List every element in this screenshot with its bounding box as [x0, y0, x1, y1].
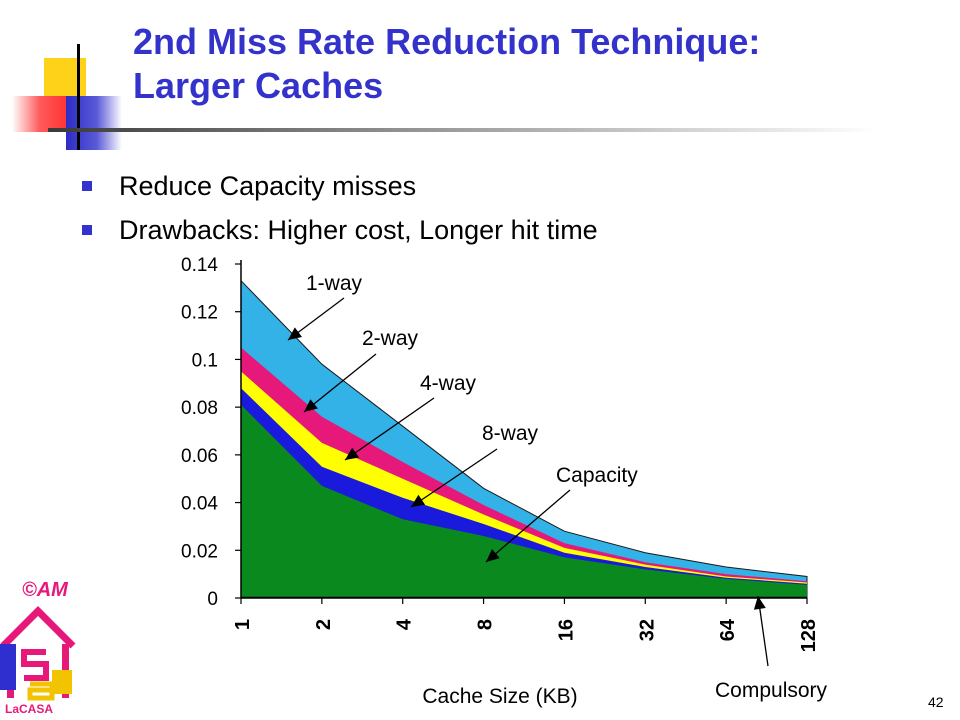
arrow-icon [288, 327, 302, 340]
title-underline [48, 128, 878, 132]
red-square [12, 96, 74, 132]
arrow-icon [345, 447, 360, 460]
y-tick-label: 0.12 [181, 303, 218, 324]
arrow-icon [304, 399, 318, 412]
leader-line-capacity [485, 489, 571, 563]
series-label-1-way: 1-way [306, 272, 363, 295]
y-tick-label: 0.02 [181, 541, 218, 562]
series-label-4-way: 4-way [420, 372, 477, 395]
x-tick-label: 4 [394, 618, 416, 630]
title-line-2: Larger Caches [133, 65, 384, 106]
chart-axes [235, 260, 808, 604]
x-tick-labels: 1 2 4 8 16 32 64 128 [232, 618, 820, 652]
page-number: 42 [928, 694, 944, 710]
x-tick-label: 32 [636, 619, 658, 641]
blue-square [66, 96, 122, 150]
x-axis-label: Cache Size (KB) [422, 685, 577, 708]
logo-roof [0, 606, 76, 649]
bullet-text: Drawbacks: Higher cost, Longer hit time [119, 215, 598, 245]
x-tick-label: 8 [475, 619, 497, 630]
leader-line-4-way [344, 397, 435, 461]
square-bullet-icon [82, 181, 92, 191]
series-label-compulsory: Compulsory [715, 679, 828, 702]
lacasa-logo-text: LaCASA [5, 702, 54, 716]
arrow-icon [486, 549, 500, 562]
x-tick-label: 64 [717, 618, 739, 641]
copyright-mark: ©AM [22, 579, 68, 601]
x-tick-label: 2 [313, 619, 335, 630]
lacasa-logo [0, 606, 76, 701]
series-label-8-way: 8-way [482, 422, 539, 445]
arrow-icon [411, 494, 426, 507]
vertical-rule [77, 44, 80, 150]
series-label-capacity: Capacity [556, 464, 638, 487]
y-tick-labels: 0 0.02 0.04 0.06 0.08 0.1 0.12 0.14 [181, 255, 218, 610]
title-decoration [0, 0, 130, 160]
page-title: 2nd Miss Rate Reduction Technique: Large… [133, 20, 933, 108]
x-tick-label: 128 [798, 619, 820, 652]
area-capacity [241, 404, 807, 598]
logo-blue-block [0, 644, 16, 690]
y-tick-label: 0 [207, 589, 218, 610]
logo-a-letter [27, 681, 55, 701]
square-bullet-icon [82, 225, 92, 235]
x-tick-label: 16 [555, 619, 577, 641]
series-label-2-way: 2-way [362, 327, 419, 350]
bullet-text: Reduce Capacity misses [119, 171, 417, 201]
arrow-icon [753, 596, 766, 610]
logo-yellow-block [52, 670, 72, 694]
x-tick-label: 1 [232, 619, 254, 630]
logo-s-letter [21, 649, 49, 681]
leader-line-8-way [410, 448, 498, 508]
title-line-1: 2nd Miss Rate Reduction Technique: [133, 21, 761, 62]
y-tick-label: 0.1 [192, 350, 218, 371]
leader-line-2-way [303, 353, 377, 413]
y-tick-label: 0.04 [181, 494, 218, 515]
y-tick-label: 0.06 [181, 446, 218, 467]
y-tick-label: 0.08 [181, 398, 218, 419]
y-tick-label: 0.14 [181, 255, 218, 276]
